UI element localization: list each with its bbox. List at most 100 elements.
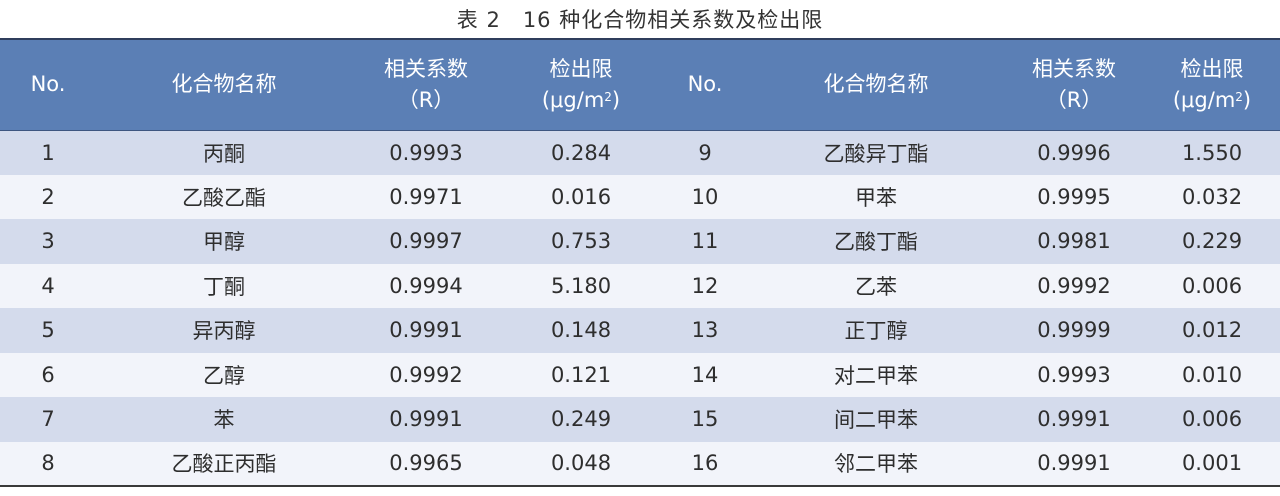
- cell-detection-limit: 0.048: [500, 441, 662, 487]
- cell-compound-name: 甲苯: [855, 185, 897, 210]
- header-compound-name: 化合物名称: [96, 38, 352, 131]
- table-caption: 表 2 16 种化合物相关系数及检出限: [0, 0, 1280, 38]
- header-detection-limit: 检出限 (μg/m2): [500, 38, 662, 131]
- cell-compound-name: 乙苯: [855, 274, 897, 299]
- cell-correlation: 0.9991: [1004, 441, 1144, 487]
- cell-compound-name: 正丁醇: [844, 319, 908, 344]
- unit-superscript: 2: [1235, 89, 1243, 104]
- cell-correlation: 0.9981: [1037, 229, 1111, 254]
- cell-correlation: 0.9994: [389, 273, 463, 298]
- header-no-right-label: No.: [687, 72, 723, 97]
- cell-detection-limit: 0.001: [1144, 441, 1280, 487]
- table-number: 表 2: [456, 8, 501, 32]
- header-correlation-right-symbol: （R）: [1045, 87, 1103, 112]
- cell-compound-name: 甲醇: [203, 230, 245, 255]
- cell-correlation: 0.9992: [1037, 273, 1111, 298]
- cell-correlation: 0.9995: [1037, 184, 1111, 209]
- table-row: 8 乙酸正丙酯 0.9965 0.048 16 邻二甲苯 0.9991 0.00…: [0, 441, 1280, 487]
- cell-compound-name: 丁酮: [203, 274, 245, 299]
- header-compound-name-label: 化合物名称: [171, 72, 277, 97]
- cell-no: 13: [691, 318, 719, 343]
- cell-compound-name: 间二甲苯: [834, 408, 918, 433]
- cell-no: 11: [691, 229, 719, 254]
- header-correlation-label: 相关系数: [384, 56, 468, 81]
- cell-correlation: 0.9991: [389, 318, 463, 343]
- cell-compound-name: 乙酸异丁酯: [823, 141, 929, 166]
- cell-correlation: 0.9993: [389, 140, 463, 165]
- compound-table: No. 化合物名称 相关系数 （R） 检出限 (μg/m2) No. 化合物名称 相…: [0, 38, 1280, 487]
- table-header: No. 化合物名称 相关系数 （R） 检出限 (μg/m2) No. 化合物名称 相…: [0, 38, 1280, 131]
- table-row: 5 异丙醇 0.9991 0.148 13 正丁醇 0.9999 0.012: [0, 308, 1280, 353]
- header-row: No. 化合物名称 相关系数 （R） 检出限 (μg/m2) No. 化合物名称 相…: [0, 38, 1280, 131]
- cell-compound-name: 对二甲苯: [834, 363, 918, 388]
- cell-correlation: 0.9991: [1037, 407, 1111, 432]
- header-correlation-symbol: （R）: [397, 87, 455, 112]
- header-compound-name-right: 化合物名称: [748, 38, 1004, 131]
- cell-no: 6: [41, 362, 55, 387]
- table-row: 1 丙酮 0.9993 0.284 9 乙酸异丁酯 0.9996 1.550: [0, 130, 1280, 175]
- cell-correlation: 0.9993: [1037, 362, 1111, 387]
- cell-compound-name: 乙酸正丙酯: [96, 441, 352, 487]
- cell-detection-limit: 0.229: [1181, 229, 1243, 254]
- cell-correlation: 0.9997: [389, 229, 463, 254]
- cell-detection-limit: 5.180: [550, 273, 612, 298]
- table-row: 2 乙酸乙酯 0.9971 0.016 10 甲苯 0.9995 0.032: [0, 174, 1280, 219]
- header-compound-name-right-label: 化合物名称: [823, 72, 929, 97]
- table-row: 3 甲醇 0.9997 0.753 11 乙酸丁酯 0.9981 0.229: [0, 219, 1280, 264]
- cell-compound-name: 邻二甲苯: [748, 441, 1004, 487]
- cell-detection-limit: 0.753: [550, 229, 612, 254]
- unit-base: (μg/m: [1172, 87, 1236, 112]
- table-row: 7 苯 0.9991 0.249 15 间二甲苯 0.9991 0.006: [0, 397, 1280, 442]
- cell-correlation: 0.9991: [389, 407, 463, 432]
- header-detection-limit-label: 检出限: [549, 56, 613, 81]
- header-no-right: No.: [662, 38, 748, 131]
- cell-no: 15: [691, 407, 719, 432]
- header-no-label: No.: [30, 72, 66, 97]
- cell-compound-name: 丙酮: [203, 141, 245, 166]
- cell-correlation: 0.9992: [389, 362, 463, 387]
- cell-compound-name: 乙酸乙酯: [182, 185, 266, 210]
- cell-correlation: 0.9999: [1037, 318, 1111, 343]
- cell-no: 10: [691, 184, 719, 209]
- cell-no: 14: [691, 362, 719, 387]
- cell-detection-limit: 0.284: [550, 140, 612, 165]
- cell-detection-limit: 0.006: [1181, 407, 1243, 432]
- header-correlation: 相关系数 （R）: [352, 38, 500, 131]
- header-correlation-right: 相关系数 （R）: [1004, 38, 1144, 131]
- cell-detection-limit: 0.012: [1181, 318, 1243, 343]
- header-correlation-right-label: 相关系数: [1032, 56, 1116, 81]
- cell-no: 7: [41, 407, 55, 432]
- cell-compound-name: 乙酸丁酯: [834, 230, 918, 255]
- header-detection-limit-right: 检出限 (μg/m2): [1144, 38, 1280, 131]
- cell-detection-limit: 0.032: [1181, 184, 1243, 209]
- cell-no: 9: [698, 140, 712, 165]
- table-body: 1 丙酮 0.9993 0.284 9 乙酸异丁酯 0.9996 1.550 2…: [0, 130, 1280, 487]
- cell-no: 12: [691, 273, 719, 298]
- table-row: 4 丁酮 0.9994 5.180 12 乙苯 0.9992 0.006: [0, 263, 1280, 308]
- cell-detection-limit: 0.148: [550, 318, 612, 343]
- header-detection-limit-right-label: 检出限: [1180, 56, 1244, 81]
- unit-superscript: 2: [604, 89, 612, 104]
- unit-base: (μg/m: [541, 87, 605, 112]
- cell-correlation: 0.9996: [1037, 140, 1111, 165]
- cell-no: 5: [41, 318, 55, 343]
- cell-no: 16: [662, 441, 748, 487]
- cell-no: 8: [0, 441, 96, 487]
- cell-no: 4: [41, 273, 55, 298]
- cell-compound-name: 苯: [213, 408, 235, 433]
- table-title: 16 种化合物相关系数及检出限: [522, 8, 824, 32]
- cell-detection-limit: 0.249: [550, 407, 612, 432]
- unit-close: ): [611, 87, 621, 112]
- cell-no: 3: [41, 229, 55, 254]
- cell-compound-name: 异丙醇: [192, 319, 256, 344]
- header-detection-limit-unit: (μg/m2): [542, 88, 620, 112]
- header-detection-limit-right-unit: (μg/m2): [1173, 88, 1251, 112]
- header-no: No.: [0, 38, 96, 131]
- unit-close: ): [1242, 87, 1252, 112]
- cell-correlation: 0.9965: [352, 441, 500, 487]
- cell-no: 1: [41, 140, 55, 165]
- cell-detection-limit: 0.121: [550, 362, 612, 387]
- table-row: 6 乙醇 0.9992 0.121 14 对二甲苯 0.9993 0.010: [0, 352, 1280, 397]
- cell-compound-name: 乙醇: [203, 363, 245, 388]
- cell-detection-limit: 0.016: [550, 184, 612, 209]
